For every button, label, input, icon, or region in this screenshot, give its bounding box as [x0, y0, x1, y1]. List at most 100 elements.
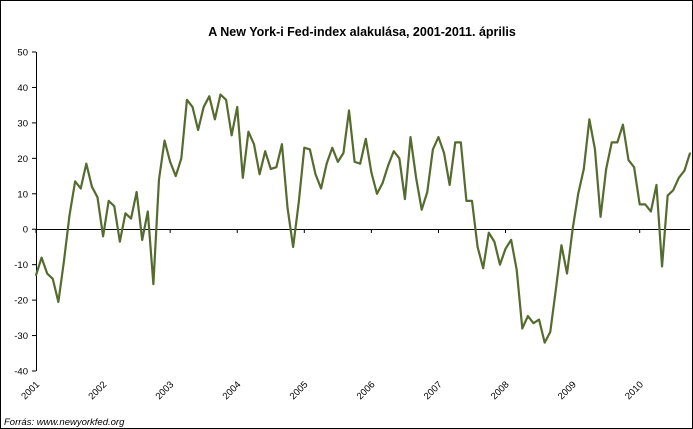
- y-tick-label: 50: [17, 48, 28, 59]
- data-point: [46, 272, 48, 275]
- data-point: [286, 207, 289, 209]
- data-point: [560, 244, 563, 246]
- y-tick-label: -10: [14, 260, 28, 271]
- data-point: [320, 187, 322, 190]
- data-point: [487, 231, 490, 234]
- data-point: [124, 212, 127, 215]
- data-point: [387, 164, 389, 167]
- data-point: [197, 129, 199, 131]
- data-point: [644, 203, 647, 206]
- data-point: [448, 184, 451, 186]
- data-point: [678, 177, 680, 179]
- data-point: [392, 150, 395, 153]
- data-point: [325, 162, 328, 165]
- data-point: [35, 274, 37, 277]
- series-group: [34, 93, 692, 344]
- data-point: [432, 148, 434, 151]
- data-point: [415, 177, 417, 179]
- data-point: [85, 162, 88, 165]
- data-point: [482, 267, 484, 270]
- data-point: [582, 168, 585, 170]
- data-point: [588, 118, 591, 121]
- data-point: [622, 123, 624, 126]
- data-point: [135, 191, 138, 193]
- data-point: [655, 184, 658, 186]
- y-tick-label: -40: [14, 367, 28, 378]
- data-point: [269, 168, 272, 170]
- data-point: [225, 99, 227, 101]
- data-point: [420, 208, 423, 211]
- data-point: [672, 189, 675, 192]
- data-point: [180, 157, 183, 160]
- data-point: [79, 187, 82, 190]
- data-point: [314, 173, 317, 176]
- data-point: [661, 265, 663, 268]
- data-point: [398, 157, 401, 160]
- data-point: [527, 315, 529, 317]
- y-tick-label: -20: [14, 296, 28, 307]
- data-point: [214, 118, 216, 121]
- data-point: [236, 106, 239, 108]
- data-point: [141, 239, 144, 241]
- data-point: [605, 168, 607, 170]
- data-point: [504, 247, 507, 250]
- data-point: [510, 239, 512, 241]
- data-point: [40, 256, 43, 259]
- data-point: [281, 143, 283, 145]
- data-point: [57, 301, 60, 303]
- data-point: [627, 159, 630, 161]
- data-point: [549, 331, 552, 333]
- data-point: [370, 171, 373, 174]
- data-point: [426, 191, 429, 193]
- data-point: [683, 169, 686, 172]
- data-point: [297, 201, 300, 204]
- data-point: [364, 138, 367, 140]
- chart-title: A New York-i Fed-index alakulása, 2001-2…: [208, 25, 516, 39]
- data-point: [465, 200, 468, 202]
- data-point: [275, 166, 278, 168]
- data-point: [230, 134, 233, 137]
- data-point: [152, 283, 155, 285]
- data-point: [202, 106, 205, 108]
- data-point: [493, 240, 496, 243]
- data-point: [191, 106, 194, 108]
- data-point: [208, 95, 211, 98]
- data-point: [113, 205, 116, 207]
- data-point: [443, 152, 445, 154]
- data-point: [353, 161, 356, 163]
- data-point: [454, 141, 457, 144]
- data-point: [633, 166, 635, 168]
- data-point: [521, 327, 524, 330]
- data-point: [342, 152, 345, 154]
- data-point: [68, 214, 71, 216]
- series-line: [34, 93, 692, 344]
- data-point: [638, 203, 641, 206]
- data-point: [515, 269, 518, 271]
- data-point: [169, 161, 171, 163]
- data-point: [253, 143, 255, 145]
- data-point: [404, 198, 406, 200]
- data-point: [63, 260, 65, 262]
- data-point: [102, 235, 104, 238]
- data-point: [163, 139, 166, 142]
- data-point: [376, 192, 378, 195]
- data-point: [476, 246, 479, 248]
- data-point: [555, 288, 557, 291]
- source-note: Forrás: www.newyorkfed.org: [4, 417, 125, 428]
- data-point: [538, 318, 540, 321]
- data-point: [650, 210, 652, 213]
- data-point: [666, 194, 669, 197]
- data-point: [599, 216, 602, 218]
- data-point: [51, 278, 54, 280]
- data-point: [571, 228, 574, 231]
- data-point: [594, 148, 596, 151]
- data-point: [242, 177, 244, 179]
- data-point: [309, 148, 311, 151]
- data-point: [460, 141, 462, 144]
- data-point: [359, 162, 362, 165]
- y-tick-label: 10: [17, 189, 28, 200]
- data-point: [146, 210, 149, 213]
- data-point: [258, 173, 261, 176]
- data-point: [566, 272, 568, 275]
- y-tick-label: -30: [14, 331, 28, 342]
